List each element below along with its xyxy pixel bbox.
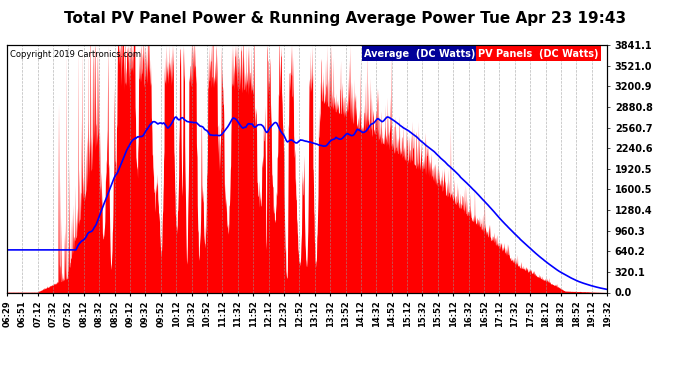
Text: PV Panels  (DC Watts): PV Panels (DC Watts) [478, 49, 599, 59]
Text: Total PV Panel Power & Running Average Power Tue Apr 23 19:43: Total PV Panel Power & Running Average P… [64, 11, 626, 26]
Text: Copyright 2019 Cartronics.com: Copyright 2019 Cartronics.com [10, 50, 141, 59]
Text: Average  (DC Watts): Average (DC Watts) [364, 49, 475, 59]
